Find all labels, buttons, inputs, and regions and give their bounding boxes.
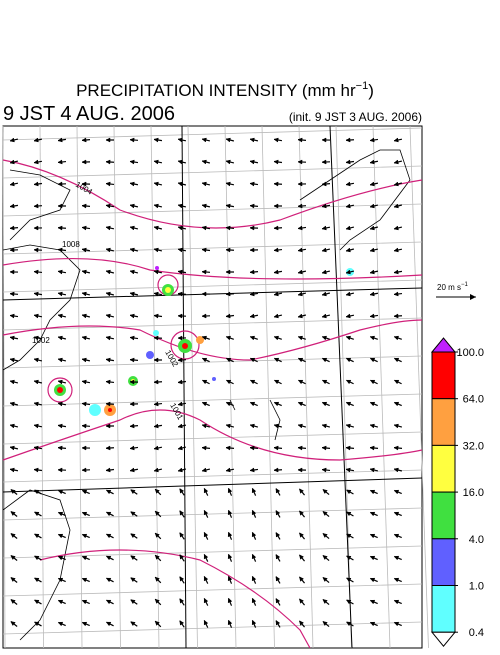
wind-reference: 20 m s−1	[436, 282, 476, 300]
map: 1004 1008 1002 1002 1001	[3, 126, 429, 648]
colorbar-label: 16.0	[463, 487, 484, 499]
colorbar-segment	[432, 352, 455, 399]
title: PRECIPITATION INTENSITY (mm hr−1)	[76, 80, 374, 100]
map-frame	[3, 126, 422, 648]
wind-reference-exponent: −1	[461, 282, 469, 288]
colorbar-label: 4.0	[469, 534, 484, 546]
wind-reference-head	[470, 294, 476, 300]
colorbar-label: 0.4	[469, 627, 484, 639]
colorbar-label: 1.0	[469, 581, 484, 593]
title-text: PRECIPITATION INTENSITY (mm hr	[76, 81, 356, 100]
colorbar-segment	[432, 445, 455, 492]
colorbar-over	[432, 338, 455, 352]
isobar-label: 1008	[62, 240, 80, 249]
colorbar-segment	[432, 539, 455, 586]
colorbar: 100.0 64.0 32.0 16.0 4.0 1.0 0.4	[432, 338, 484, 646]
valid-time: 9 JST 4 AUG. 2006	[3, 103, 175, 125]
isobar-label: 1002	[32, 336, 50, 345]
colorbar-under	[432, 632, 455, 646]
colorbar-segment	[432, 399, 455, 446]
colorbar-label: 32.0	[463, 440, 484, 452]
colorbar-label: 64.0	[463, 394, 484, 406]
wind-reference-label: 20 m s−1	[437, 282, 469, 292]
colorbar-segment	[432, 586, 455, 633]
title-end: )	[368, 81, 374, 100]
colorbar-label: 100.0	[456, 347, 484, 359]
title-exponent: −1	[356, 80, 369, 92]
wind-reference-text: 20 m s	[437, 283, 461, 292]
init-time: (init. 9 JST 3 AUG. 2006)	[289, 110, 422, 124]
colorbar-segment	[432, 492, 455, 539]
